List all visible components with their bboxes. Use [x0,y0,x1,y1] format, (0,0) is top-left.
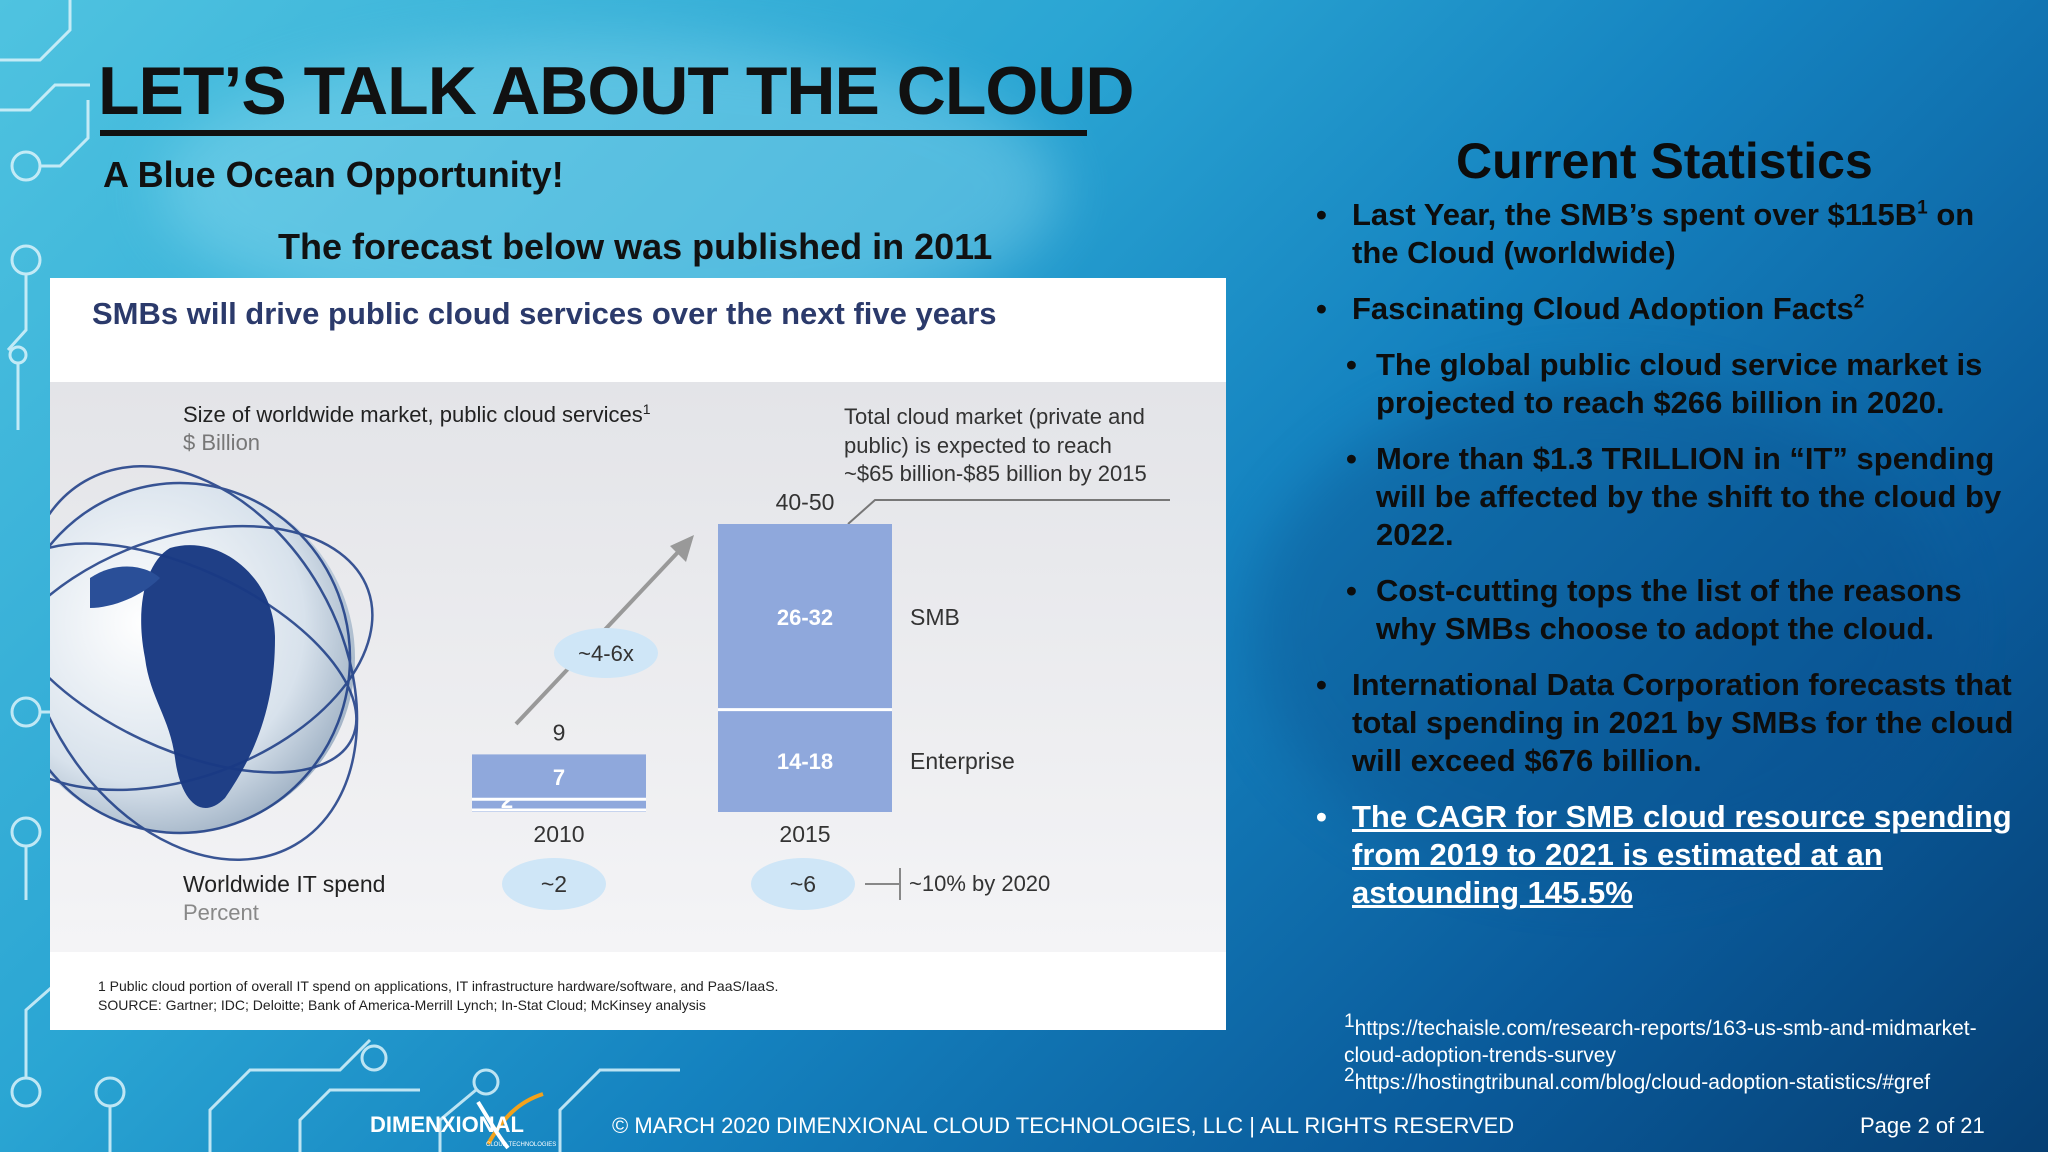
svg-text:DIMENXIONAL: DIMENXIONAL [370,1112,524,1137]
bullet-dot: • [1316,799,1327,834]
callout-line-1: Total cloud market (private and [844,404,1145,429]
market-size-label: Size of worldwide market, public cloud s… [183,401,651,427]
multiplier-bubble [554,628,658,678]
title-underline [100,130,1087,136]
it-spend-connector [865,868,901,900]
multiplier-label: ~4-6x [578,641,634,666]
background-glow [1250,380,1950,880]
bar-enterprise-2015 [718,709,892,812]
series-label: SMB [910,604,960,630]
stat-sub-bullet: • Cost-cutting tops the list of the reaso… [1346,573,1962,646]
it-spend-bubble [751,858,855,910]
company-logo: DIMENXIONAL CLOUD TECHNOLOGIES [370,1092,556,1150]
slide-subtitle: A Blue Ocean Opportunity! [103,154,564,195]
bar-total-label: 9 [553,719,566,745]
stat-sub-bullet: • The global public cloud service market … [1346,347,1983,420]
reference-2[interactable]: 2https://hostingtribunal.com/blog/cloud-… [1344,1065,1931,1094]
chart-panel: SMBs will drive public cloud services ov… [50,278,1226,1030]
it-spend-2020-label: ~10% by 2020 [909,871,1050,896]
series-label: Enterprise [910,748,1015,774]
bullet-dot: • [1316,197,1327,232]
stat-bullet: • Last Year, the SMB’s spent over $115B1 … [1316,197,1975,270]
forecast-note: The forecast below was published in 2011 [278,226,993,267]
slide-title: LET’S TALK ABOUT THE CLOUD [98,53,1134,129]
bar-smb-2015 [718,524,892,710]
reference-1[interactable]: 1https://techaisle.com/research-reports/… [1344,1011,1977,1067]
bar-value-label: 14-18 [777,749,833,774]
copyright-text: © MARCH 2020 DIMENXIONAL CLOUD TECHNOLOG… [612,1113,1515,1138]
callout-line-2: public) is expected to reach [844,433,1112,458]
globe-image [50,465,374,861]
x-tick-label: 2010 [533,821,584,847]
it-spend-label: Worldwide IT spend [183,871,385,897]
bullet-dot: • [1346,347,1357,382]
page-number: Page 2 of 21 [1860,1113,1985,1138]
it-spend-bubble [502,858,606,910]
x-tick-label: 2015 [779,821,830,847]
stat-bullet-highlight: • The CAGR for SMB cloud resource spendin… [1316,799,2012,910]
it-spend-unit: Percent [183,900,259,925]
bullet-dot: • [1316,667,1327,702]
svg-text:CLOUD TECHNOLOGIES: CLOUD TECHNOLOGIES [486,1142,556,1148]
stats-list: • Last Year, the SMB’s spent over $115B1 … [1316,196,2016,930]
market-unit-label: $ Billion [183,430,260,455]
stat-bullet: • Fascinating Cloud Adoption Facts2 [1316,291,1865,326]
it-spend-value: ~2 [541,871,567,897]
bar-value-label: 26-32 [777,605,833,630]
stat-bullet: • International Data Corporation forecast… [1316,667,2014,778]
callout-line-3: ~$65 billion-$85 billion by 2015 [844,461,1147,486]
stats-title: Current Statistics [1456,133,1873,189]
chart-footnote: 1 Public cloud portion of overall IT spe… [98,978,779,994]
stat-sub-bullet: • More than $1.3 TRILLION in “IT” spendin… [1346,441,2002,552]
it-spend-group: ~2 ~6 [502,858,855,910]
it-spend-value: ~6 [790,871,816,897]
bar-total-label: 40-50 [776,489,835,515]
references: 1https://techaisle.com/research-reports/… [1344,1011,2024,1096]
bar-value-label: 7 [553,765,565,790]
bullet-dot: • [1346,441,1357,476]
bar-smb-2010 [472,754,646,800]
bullet-dot: • [1346,573,1357,608]
bullet-dot: • [1316,291,1327,326]
chart-heading: SMBs will drive public cloud services ov… [92,296,997,331]
cloud-market-chart: Size of worldwide market, public cloud s… [50,401,1170,925]
chart-source: SOURCE: Gartner; IDC; Deloitte; Bank of … [98,997,706,1013]
callout-pointer [847,499,1170,525]
